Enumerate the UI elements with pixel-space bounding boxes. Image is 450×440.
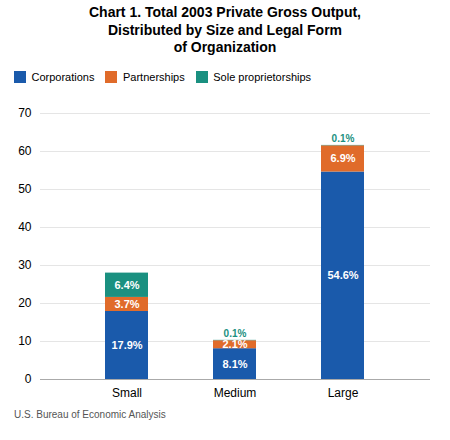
html-text:U.S. Bureau of Economic Analys: U.S. Bureau of Economic Analysis (14, 409, 166, 420)
svg-text:17.9%: 17.9% (111, 339, 142, 351)
svg-text:60: 60 (18, 144, 32, 158)
svg-text:Small: Small (112, 386, 142, 400)
html-text:Partnerships: Partnerships (123, 71, 185, 83)
html-text:Sole proprietorships: Sole proprietorships (213, 71, 312, 83)
html-text:Chart 1. Total 2003 Private Gr: Chart 1. Total 2003 Private Gross Output… (89, 4, 361, 55)
svg-text:70: 70 (18, 106, 32, 120)
svg-text:50: 50 (18, 182, 32, 196)
svg-text:30: 30 (18, 258, 32, 272)
svg-text:0.1%: 0.1% (224, 328, 247, 339)
svg-text:Medium: Medium (214, 386, 257, 400)
svg-text:54.6%: 54.6% (327, 269, 358, 281)
svg-text:0: 0 (25, 372, 32, 386)
svg-text:6.4%: 6.4% (114, 279, 139, 291)
svg-text:3.7%: 3.7% (114, 298, 139, 310)
svg-text:Large: Large (328, 386, 359, 400)
svg-text:2.1%: 2.1% (222, 338, 247, 350)
svg-text:40: 40 (18, 220, 32, 234)
svg-text:0.1%: 0.1% (332, 133, 355, 144)
svg-text:20: 20 (18, 296, 32, 310)
svg-text:10: 10 (18, 334, 32, 348)
svg-text:8.1%: 8.1% (222, 358, 247, 370)
html-text:Corporations: Corporations (31, 71, 95, 83)
svg-text:6.9%: 6.9% (330, 152, 355, 164)
